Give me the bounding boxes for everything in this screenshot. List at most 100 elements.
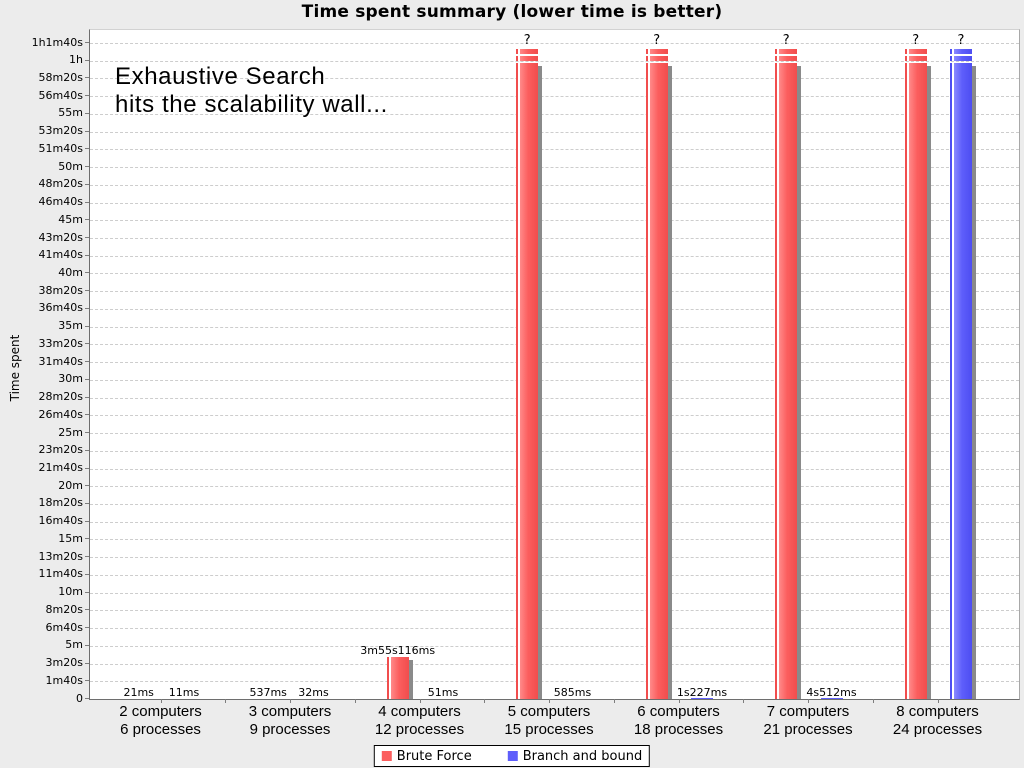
y-tick-mark	[85, 290, 89, 292]
x-tick-mark	[808, 699, 809, 703]
gridline	[90, 539, 1019, 541]
y-tick-mark	[85, 396, 89, 398]
chart-title: Time spent summary (lower time is better…	[301, 2, 723, 22]
y-tick-mark	[85, 414, 89, 416]
gridline	[90, 60, 1019, 62]
bar-value-label: ?	[957, 33, 965, 48]
bar-brute-force	[386, 657, 409, 699]
y-tick-mark	[85, 325, 89, 327]
y-tick-label: 25m	[58, 425, 83, 439]
y-tick-mark	[85, 272, 89, 274]
gridline	[90, 273, 1019, 275]
y-tick-mark	[85, 591, 89, 593]
bar-brute-force	[516, 63, 539, 699]
gridline	[90, 450, 1019, 452]
y-tick-mark	[85, 361, 89, 363]
bar-value-label: 21ms	[123, 685, 154, 699]
gridline	[90, 344, 1019, 346]
gridline	[90, 645, 1019, 647]
gridline	[90, 113, 1019, 115]
gridline	[90, 574, 1019, 576]
bar-break-stripe	[904, 56, 927, 61]
y-tick-mark	[85, 112, 89, 114]
y-tick-mark	[85, 183, 89, 185]
legend-swatch-icon	[381, 751, 392, 761]
legend-label: Brute Force	[396, 748, 472, 764]
bar-branch-and-bound	[691, 698, 713, 699]
bar-brute-force	[775, 63, 798, 699]
bar-value-label: 4s512ms	[806, 685, 857, 699]
gridline	[90, 308, 1019, 310]
category-label: 2 computers 6 processes	[119, 703, 202, 738]
y-tick-label: 53m20s	[38, 124, 83, 138]
gridline	[90, 468, 1019, 470]
y-tick-mark	[85, 254, 89, 256]
y-tick-label: 38m20s	[38, 283, 83, 297]
bar-break-stripe	[775, 56, 798, 61]
gridline	[90, 557, 1019, 559]
legend-swatch-icon	[507, 751, 518, 761]
x-tick-mark	[160, 699, 162, 703]
y-tick-label: 56m40s	[38, 88, 83, 102]
y-tick-mark	[85, 485, 89, 487]
y-tick-mark	[85, 77, 89, 79]
y-tick-label: 1h1m40s	[31, 35, 83, 49]
y-tick-mark	[85, 627, 89, 629]
y-tick-mark	[85, 662, 89, 664]
bar-value-label: 537ms	[249, 685, 287, 699]
y-tick-mark	[85, 680, 89, 682]
bar-value-label: 11ms	[168, 685, 200, 699]
legend: Brute Force Branch and bound	[373, 745, 651, 767]
bar-value-label: 585ms	[553, 685, 592, 699]
y-tick-label: 48m20s	[38, 177, 83, 191]
x-tick-mark	[678, 699, 680, 703]
y-tick-label: 45m	[58, 212, 83, 226]
x-tick-mark	[743, 699, 745, 703]
bar-value-label: ?	[653, 33, 661, 48]
bar-break-stripe	[645, 49, 668, 54]
x-tick-mark	[872, 699, 874, 703]
gridline	[90, 362, 1019, 364]
y-tick-mark	[85, 201, 89, 203]
gridline	[90, 167, 1019, 169]
y-tick-label: 30m	[58, 372, 83, 386]
category-label: 3 computers 9 processes	[248, 703, 332, 738]
bar-branch-and-bound	[820, 698, 843, 699]
gridline	[90, 255, 1019, 257]
bar-value-label: ?	[912, 33, 920, 48]
bar-break-stripe	[950, 56, 972, 61]
bar-value-label: ?	[523, 33, 531, 48]
y-tick-label: 41m40s	[38, 248, 83, 262]
gridline	[90, 415, 1019, 417]
y-tick-label: 20m	[58, 478, 83, 492]
y-tick-mark	[85, 343, 89, 345]
bar-brute-force	[645, 63, 668, 699]
y-tick-label: 5m	[65, 638, 83, 652]
y-tick-mark	[85, 449, 89, 451]
gridline	[90, 291, 1019, 293]
y-tick-mark	[85, 237, 89, 239]
gridline	[90, 78, 1019, 80]
category-label: 5 computers 15 processes	[504, 703, 594, 738]
bar-value-label: 32ms	[298, 685, 329, 699]
y-tick-mark	[85, 698, 89, 699]
gridline	[90, 503, 1019, 505]
y-tick-label: 10m	[58, 585, 83, 599]
y-tick-label: 28m20s	[38, 390, 83, 404]
y-tick-mark	[85, 130, 89, 132]
legend-label: Branch and bound	[522, 748, 643, 764]
gridline	[90, 379, 1019, 381]
x-tick-mark	[225, 699, 227, 703]
category-label: 7 computers 21 processes	[763, 703, 853, 738]
y-tick-mark	[85, 219, 89, 221]
x-tick-mark	[937, 699, 939, 703]
y-tick-label: 50m	[58, 159, 83, 173]
gridline	[90, 663, 1019, 665]
category-label: 8 computers 24 processes	[892, 703, 983, 738]
bar-break-stripe	[950, 49, 972, 54]
y-tick-mark	[85, 573, 89, 575]
x-tick-mark	[290, 699, 291, 703]
gridline	[90, 220, 1019, 222]
y-tick-mark	[85, 556, 89, 558]
x-tick-mark	[484, 699, 486, 703]
